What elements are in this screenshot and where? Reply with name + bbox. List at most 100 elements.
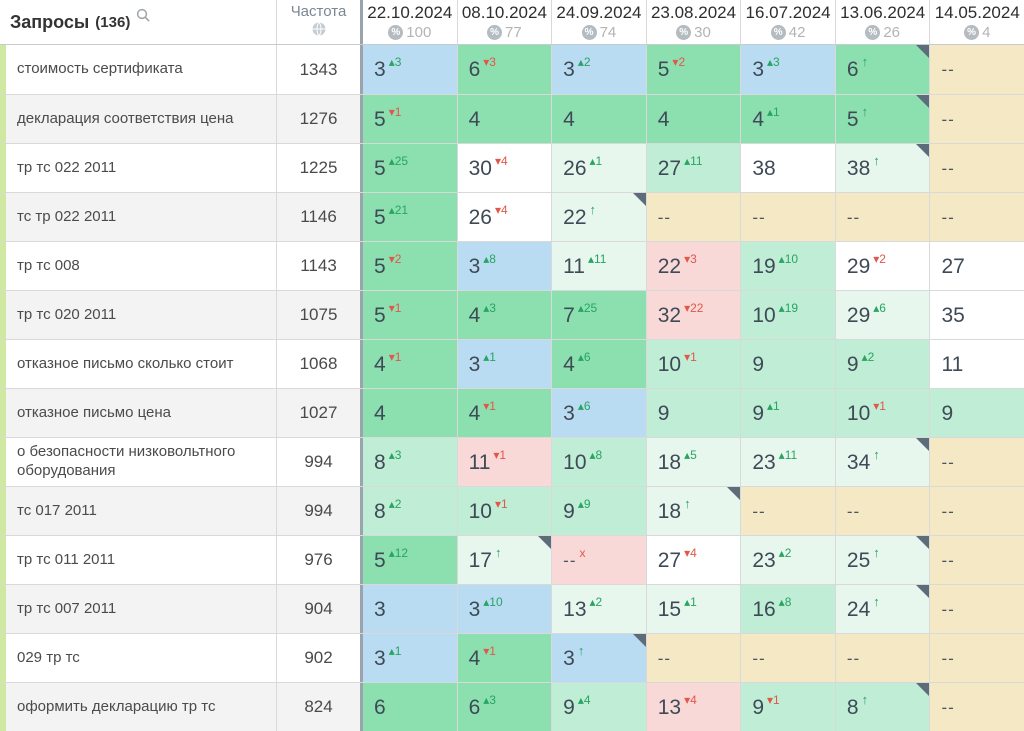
position-cell[interactable]: 9 bbox=[646, 389, 742, 437]
column-header-date[interactable]: 13.06.2024% 26 bbox=[836, 0, 931, 44]
position-cell[interactable]: 3 ▴1 bbox=[363, 634, 458, 682]
position-cell[interactable]: -- bbox=[741, 634, 836, 682]
position-cell[interactable]: 4 bbox=[646, 95, 742, 143]
position-cell[interactable]: 4 ▴3 bbox=[457, 291, 553, 339]
position-cell[interactable]: -- bbox=[930, 438, 1024, 486]
keyword-cell[interactable]: отказное письмо цена bbox=[0, 389, 277, 437]
keyword-cell[interactable]: 029 тр тс bbox=[0, 634, 277, 682]
frequency-column-header[interactable]: Частота bbox=[277, 0, 360, 44]
position-cell[interactable]: 5 ▴21 bbox=[363, 193, 458, 241]
position-cell[interactable]: 9 ▾1 bbox=[741, 683, 836, 731]
column-header-date[interactable]: 14.05.2024% 4 bbox=[930, 0, 1024, 44]
position-cell[interactable]: -- bbox=[930, 95, 1024, 143]
position-cell[interactable]: 5 ▴25 bbox=[363, 144, 458, 192]
position-cell[interactable]: 6 bbox=[363, 683, 458, 731]
keyword-cell[interactable]: тр тс 008 bbox=[0, 242, 277, 290]
keyword-cell[interactable]: оформить декларацию тр тс bbox=[0, 683, 277, 731]
keyword-cell[interactable]: тс тр 022 2011 bbox=[0, 193, 277, 241]
position-cell[interactable]: 19 ▴10 bbox=[741, 242, 836, 290]
position-cell[interactable]: 11 ▴11 bbox=[552, 242, 647, 290]
position-cell[interactable]: 5 ▾2 bbox=[646, 45, 742, 94]
position-cell[interactable]: 34 ↑ bbox=[835, 438, 931, 486]
keyword-cell[interactable]: о безопасности низковольтного оборудован… bbox=[0, 438, 277, 486]
position-cell[interactable]: 9 bbox=[741, 340, 836, 388]
position-cell[interactable]: 29 ▴6 bbox=[835, 291, 931, 339]
position-cell[interactable]: 26 ▴1 bbox=[552, 144, 647, 192]
position-cell[interactable]: 4 bbox=[457, 95, 553, 143]
position-cell[interactable]: 5 ▾1 bbox=[363, 95, 458, 143]
position-cell[interactable]: 18 ↑ bbox=[646, 487, 742, 535]
position-cell[interactable]: 4 bbox=[363, 389, 458, 437]
position-cell[interactable]: 3 ▴3 bbox=[363, 45, 458, 94]
position-cell[interactable]: 17 ↑ bbox=[457, 536, 553, 584]
position-cell[interactable]: 4 bbox=[552, 95, 647, 143]
position-cell[interactable]: 4 ▾1 bbox=[363, 340, 458, 388]
position-cell[interactable]: -- bbox=[741, 193, 836, 241]
position-cell[interactable]: 8 ↑ bbox=[835, 683, 931, 731]
position-cell[interactable]: -- bbox=[930, 45, 1024, 94]
column-header-date[interactable]: 08.10.2024% 77 bbox=[458, 0, 553, 44]
position-cell[interactable]: 10 ▾1 bbox=[646, 340, 742, 388]
position-cell[interactable]: 18 ▴5 bbox=[646, 438, 742, 486]
position-cell[interactable]: 22 ▾3 bbox=[646, 242, 742, 290]
position-cell[interactable]: 6 ▴3 bbox=[457, 683, 553, 731]
position-cell[interactable]: 9 ▴1 bbox=[741, 389, 836, 437]
position-cell[interactable]: 24 ↑ bbox=[835, 585, 931, 633]
position-cell[interactable]: 3 ▴2 bbox=[552, 45, 647, 94]
position-cell[interactable]: 5 ▾1 bbox=[363, 291, 458, 339]
position-cell[interactable]: 27 ▾4 bbox=[646, 536, 742, 584]
position-cell[interactable]: -- bbox=[646, 193, 742, 241]
position-cell[interactable]: -- bbox=[930, 585, 1024, 633]
position-cell[interactable]: 3 ▴10 bbox=[457, 585, 553, 633]
position-cell[interactable]: 4 ▾1 bbox=[457, 389, 553, 437]
position-cell[interactable]: 9 bbox=[930, 389, 1024, 437]
position-cell[interactable]: -- bbox=[930, 634, 1024, 682]
position-cell[interactable]: 3 ▴6 bbox=[552, 389, 647, 437]
position-cell[interactable]: 4 ▴1 bbox=[741, 95, 836, 143]
position-cell[interactable]: 4 ▾1 bbox=[457, 634, 553, 682]
position-cell[interactable]: 10 ▴19 bbox=[741, 291, 836, 339]
position-cell[interactable]: 23 ▴11 bbox=[741, 438, 836, 486]
position-cell[interactable]: -- bbox=[835, 634, 931, 682]
position-cell[interactable]: 10 ▾1 bbox=[835, 389, 931, 437]
position-cell[interactable]: 3 bbox=[363, 585, 458, 633]
keyword-cell[interactable]: отказное письмо сколько стоит bbox=[0, 340, 277, 388]
search-icon[interactable] bbox=[136, 8, 151, 28]
position-cell[interactable]: -- bbox=[835, 487, 931, 535]
position-cell[interactable]: 5 ▴12 bbox=[363, 536, 458, 584]
position-cell[interactable]: 3 ▴3 bbox=[741, 45, 836, 94]
column-header-date[interactable]: 22.10.2024% 100 bbox=[363, 0, 458, 44]
keyword-cell[interactable]: декларация соответствия цена bbox=[0, 95, 277, 143]
position-cell[interactable]: -- bbox=[646, 634, 742, 682]
position-cell[interactable]: -- bbox=[930, 487, 1024, 535]
keyword-cell[interactable]: стоимость сертификата bbox=[0, 45, 277, 94]
position-cell[interactable]: 11 bbox=[930, 340, 1024, 388]
position-cell[interactable]: 3 ▴8 bbox=[457, 242, 553, 290]
position-cell[interactable]: 9 ▴2 bbox=[835, 340, 931, 388]
column-header-date[interactable]: 23.08.2024% 30 bbox=[647, 0, 742, 44]
position-cell[interactable]: -- bbox=[930, 536, 1024, 584]
position-cell[interactable]: -- bbox=[930, 193, 1024, 241]
position-cell[interactable]: 26 ▾4 bbox=[457, 193, 553, 241]
position-cell[interactable]: 3 ↑ bbox=[552, 634, 647, 682]
keyword-cell[interactable]: тр тс 007 2011 bbox=[0, 585, 277, 633]
position-cell[interactable]: 4 ▴6 bbox=[552, 340, 647, 388]
position-cell[interactable]: 5 ▾2 bbox=[363, 242, 458, 290]
keyword-cell[interactable]: тр тс 020 2011 bbox=[0, 291, 277, 339]
position-cell[interactable]: 38 bbox=[741, 144, 836, 192]
position-cell[interactable]: 3 ▴1 bbox=[457, 340, 553, 388]
position-cell[interactable]: -- x bbox=[552, 536, 647, 584]
position-cell[interactable]: 6 ↑ bbox=[835, 45, 931, 94]
position-cell[interactable]: -- bbox=[835, 193, 931, 241]
position-cell[interactable]: 29 ▾2 bbox=[835, 242, 931, 290]
position-cell[interactable]: 35 bbox=[930, 291, 1024, 339]
position-cell[interactable]: 38 ↑ bbox=[835, 144, 931, 192]
position-cell[interactable]: 7 ▴25 bbox=[552, 291, 647, 339]
position-cell[interactable]: 11 ▾1 bbox=[457, 438, 553, 486]
position-cell[interactable]: -- bbox=[741, 487, 836, 535]
position-cell[interactable]: 13 ▴2 bbox=[552, 585, 647, 633]
position-cell[interactable]: 6 ▾3 bbox=[457, 45, 553, 94]
position-cell[interactable]: 10 ▴8 bbox=[552, 438, 647, 486]
position-cell[interactable]: 32 ▾22 bbox=[646, 291, 742, 339]
position-cell[interactable]: 27 ▴11 bbox=[646, 144, 742, 192]
